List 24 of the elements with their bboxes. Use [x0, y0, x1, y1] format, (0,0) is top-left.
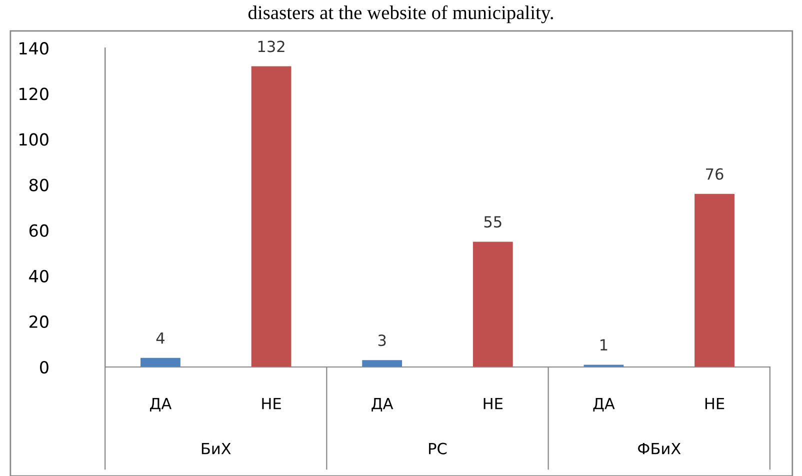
y-tick-label: 60 [29, 224, 48, 237]
data-label: 132 [258, 40, 284, 52]
x-tick-label: ДА [150, 398, 172, 412]
data-label: 1 [600, 339, 608, 350]
chart-title: disasters at the website of municipality. [248, 5, 553, 24]
y-tick-label: 40 [29, 270, 48, 282]
data-label: 55 [484, 216, 502, 228]
x-tick-label: НЕ [705, 398, 724, 410]
x-tick-label: НЕ [484, 398, 502, 410]
y-tick-label: 80 [29, 178, 48, 192]
y-tick-label: 120 [20, 88, 48, 100]
x-tick-label: ДА [372, 398, 394, 412]
x-tick-label: НЕ [262, 398, 281, 410]
y-tick-label: 20 [30, 315, 48, 328]
y-tick-label: 0 [40, 360, 48, 374]
text: РС [429, 442, 447, 454]
text: ФБиХ [638, 442, 681, 454]
y-tick-label: 140 [20, 42, 48, 55]
data-label: 4 [156, 332, 164, 344]
x-tick-label: ДА [593, 398, 615, 412]
data-label: 3 [378, 334, 386, 346]
text: БиХ [202, 442, 231, 454]
y-tick-label: 100 [20, 133, 48, 146]
data-label: 76 [706, 168, 724, 180]
